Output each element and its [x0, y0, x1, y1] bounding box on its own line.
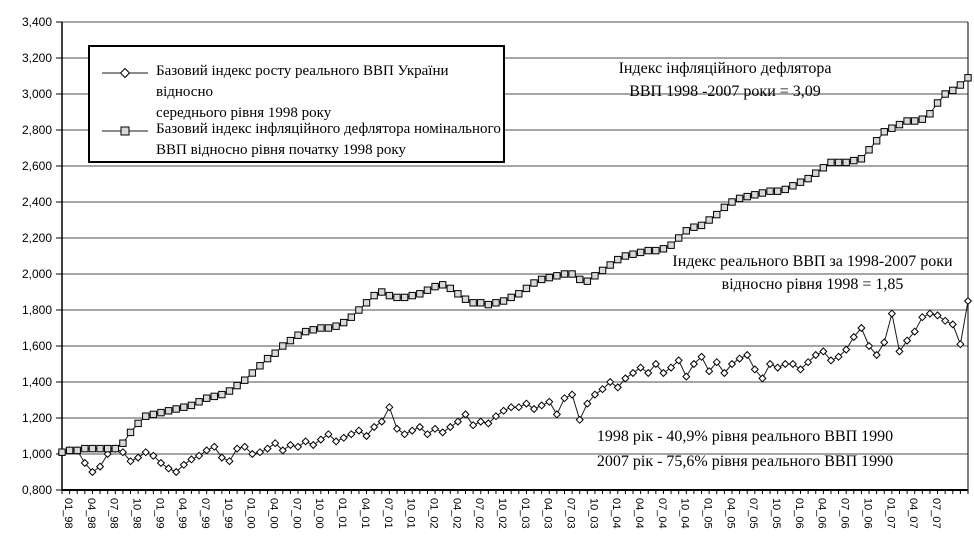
annotation-real-gdp-line1: Індекс реального ВВП за 1998-2007 роки: [672, 253, 953, 270]
x-tick-label: 07_05: [747, 498, 759, 529]
x-tick-label: 01_07: [884, 498, 896, 529]
y-tick-label: 1,800: [22, 303, 52, 317]
x-tick-label: 10_01: [405, 498, 417, 529]
x-tick-label: 01_01: [336, 498, 348, 529]
x-tick-label: 07_07: [930, 498, 942, 529]
x-tick-label: 01_05: [702, 498, 714, 529]
x-tick-label: 04_04: [633, 498, 645, 529]
series-deflator: [58, 74, 972, 456]
annotation-deflator-index: Індекс інфляційного дефлятора ВВП 1998 -…: [575, 57, 875, 103]
y-tick-label: 2,800: [22, 123, 52, 137]
x-tick-label: 10_99: [222, 498, 234, 529]
x-tick-label: 07_02: [473, 498, 485, 529]
x-tick-label: 04_03: [542, 498, 554, 529]
legend-label-deflator-line1: Базовий індекс інфляційного дефлятора но…: [156, 121, 501, 137]
y-tick-label: 1,200: [22, 411, 52, 425]
x-tick-label: 10_03: [587, 498, 599, 529]
x-tick-label: 04_06: [816, 498, 828, 529]
y-tick-label: 2,000: [22, 267, 52, 281]
y-tick-label: 1,000: [22, 447, 52, 461]
annotation-deflator-line2: ВВП 1998 -2007 роки = 3,09: [629, 83, 821, 100]
x-tick-label: 07_00: [290, 498, 302, 529]
x-tick-label: 01_04: [610, 498, 622, 529]
legend-label-real-gdp: Базовий індекс росту реального ВВП Украї…: [156, 61, 504, 124]
x-tick-label: 01_02: [427, 498, 439, 529]
x-tick-label: 07_99: [199, 498, 211, 529]
x-tick-label: 01_06: [793, 498, 805, 529]
x-tick-label: 04_00: [268, 498, 280, 529]
y-tick-label: 3,000: [22, 87, 52, 101]
x-tick-label: 07_98: [108, 498, 120, 529]
y-tick-label: 1,600: [22, 339, 52, 353]
y-tick-label: 1,400: [22, 375, 52, 389]
annotation-real-gdp-line2: відносно рівня 1998 = 1,85: [721, 276, 904, 293]
y-tick-label: 2,600: [22, 159, 52, 173]
x-tick-label: 04_07: [907, 498, 919, 529]
x-tick-label: 10_00: [313, 498, 325, 529]
y-tick-label: 3,400: [22, 15, 52, 29]
x-tick-label: 04_98: [85, 498, 97, 529]
x-tick-label: 04_05: [724, 498, 736, 529]
annotation-1990-line1: 1998 рік - 40,9% рівня реального ВВП 199…: [596, 428, 894, 445]
annotation-1990-comparison: 1998 рік - 40,9% рівня реального ВВП 199…: [565, 424, 925, 474]
y-axis: 0,800 1,000 1,200 1,400 1,600 1,800 2,000 2,200…: [22, 15, 63, 497]
legend-label-real-gdp-line2: середнього рівня 1998 року: [156, 105, 332, 121]
legend-label-deflator: Базовий індекс інфляційного дефлятора но…: [156, 119, 504, 161]
x-tick-label: 10_04: [679, 498, 691, 529]
y-tick-label: 3,200: [22, 51, 52, 65]
x-tick-label: 01_03: [519, 498, 531, 529]
x-tick-label: 04_01: [359, 498, 371, 529]
x-tick-label: 01_99: [153, 498, 165, 529]
x-tick-label: 07_04: [656, 498, 668, 529]
x-tick-label: 01_98: [62, 498, 74, 529]
x-tick-label: 07_06: [839, 498, 851, 529]
x-axis: 01_98 04_98 07_98 10_98 01_99 04_99 07_99 10_99…: [61, 490, 969, 529]
y-tick-label: 0,800: [22, 483, 52, 497]
x-tick-label: 04_02: [450, 498, 462, 529]
x-tick-label: 10_05: [770, 498, 782, 529]
legend-item-deflator: Базовий індекс інфляційного дефлятора но…: [102, 119, 504, 161]
y-tick-label: 2,200: [22, 231, 52, 245]
legend-label-deflator-line2: ВВП відносно рівня початку 1998 року: [156, 142, 406, 158]
x-tick-label: 07_03: [564, 498, 576, 529]
legend-label-real-gdp-line1: Базовий індекс росту реального ВВП Украї…: [156, 63, 449, 100]
annotation-real-gdp-index: Індекс реального ВВП за 1998-2007 роки в…: [650, 250, 974, 296]
x-tick-label: 07_01: [382, 498, 394, 529]
series-real_gdp: [57, 296, 973, 477]
x-tick-label: 10_98: [131, 498, 143, 529]
x-tick-label: 01_00: [245, 498, 257, 529]
square-marker-icon: [102, 126, 148, 136]
x-tick-label: 04_99: [176, 498, 188, 529]
legend-item-real-gdp: Базовий індекс росту реального ВВП Украї…: [102, 61, 504, 124]
diamond-marker-icon: [102, 67, 148, 79]
legend: Базовий індекс росту реального ВВП Украї…: [88, 45, 505, 163]
annotation-1990-line2: 2007 рік - 75,6% рівня реального ВВП 199…: [596, 453, 894, 470]
y-tick-label: 2,400: [22, 195, 52, 209]
x-tick-label: 10_02: [496, 498, 508, 529]
x-tick-label: 10_06: [861, 498, 873, 529]
annotation-deflator-line1: Індекс інфляційного дефлятора: [618, 60, 832, 77]
